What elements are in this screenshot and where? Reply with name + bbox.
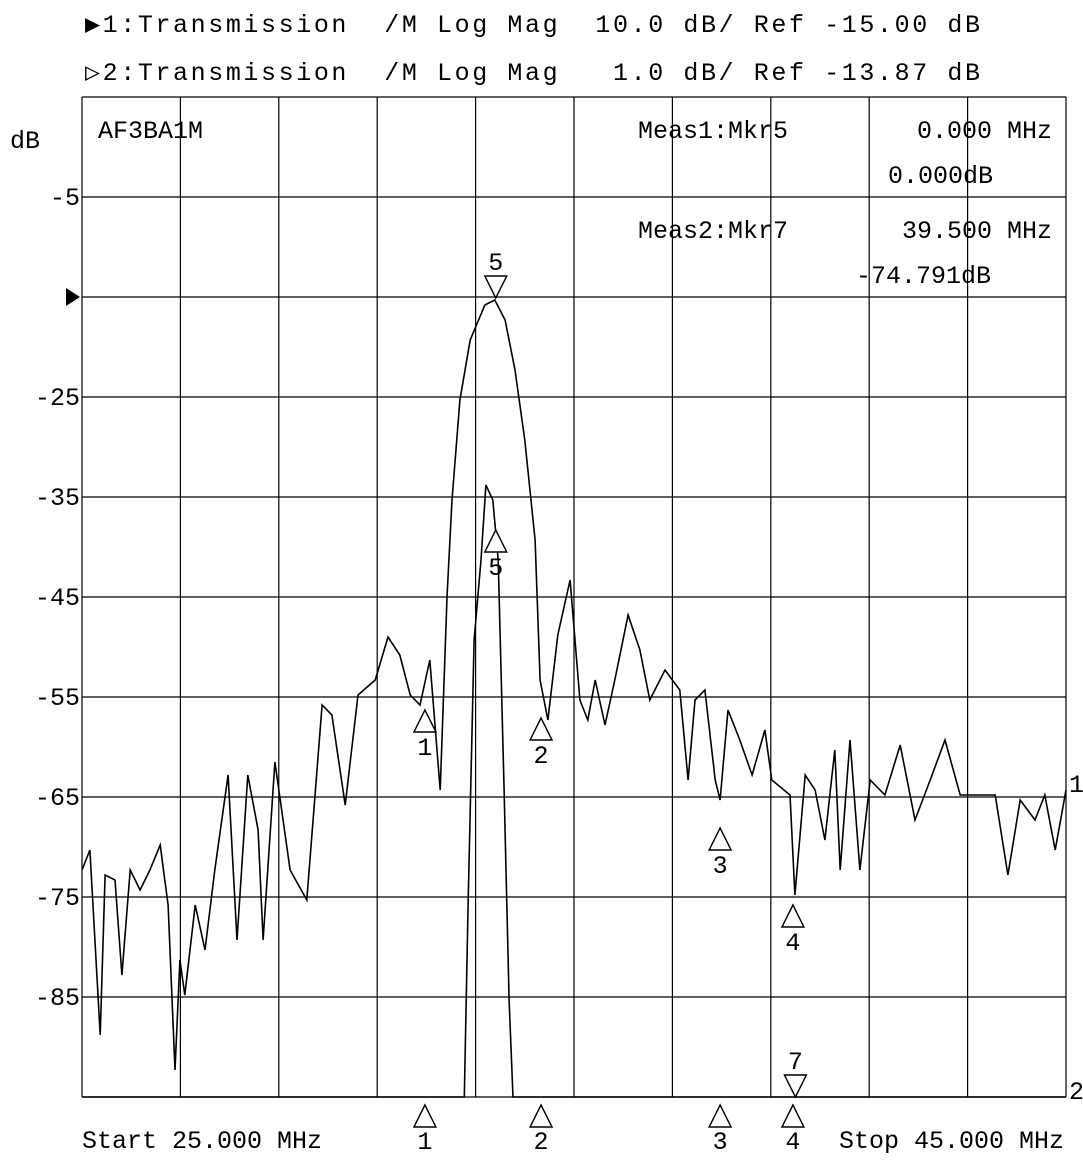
trace-header: ▷2:Transmission /M Log Mag 1.0 dB/ Ref -…	[85, 59, 980, 88]
y-tick-label: -45	[35, 584, 80, 613]
marker-label: 4	[785, 929, 800, 958]
stimulus-marker-label: 4	[785, 1128, 800, 1157]
y-tick-label: -5	[50, 184, 80, 213]
trace	[82, 484, 1066, 1098]
marker-label: 5	[488, 249, 503, 278]
trace-title: AF3BA1M	[98, 117, 203, 146]
stimulus-marker-label: 2	[534, 1128, 549, 1157]
trace-end-label: 2	[1069, 1078, 1083, 1107]
marker	[528, 716, 554, 741]
marker	[707, 826, 733, 851]
stimulus-marker-label: 1	[417, 1128, 432, 1157]
y-tick-label: -55	[35, 684, 80, 713]
meas2-freq: 39.500 MHz	[902, 217, 1052, 246]
y-tick-label: -85	[35, 984, 80, 1013]
meas1-value: 0.000dB	[888, 162, 993, 191]
meas1: Meas1:Mkr5	[638, 117, 788, 146]
y-tick-label: -75	[35, 884, 80, 913]
meas2-value: -74.791dB	[856, 262, 991, 291]
stimulus-marker	[528, 1103, 554, 1128]
stimulus-marker	[780, 1103, 806, 1128]
stop-label: Stop 45.000 MHz	[839, 1127, 1064, 1156]
marker	[780, 903, 806, 928]
stimulus-marker	[412, 1103, 438, 1128]
marker-label: 2	[534, 742, 549, 771]
start-label: Start 25.000 MHz	[82, 1127, 322, 1156]
stimulus-marker	[707, 1103, 733, 1128]
y-tick-label: -65	[35, 784, 80, 813]
y-axis-label: dB	[10, 127, 40, 156]
marker	[483, 528, 508, 553]
marker-label: 3	[713, 852, 728, 881]
marker	[783, 1074, 808, 1099]
meas2: Meas2:Mkr7	[638, 217, 788, 246]
marker-label: 1	[417, 734, 432, 763]
y-tick-label: -25	[35, 384, 80, 413]
marker-label: 5	[488, 554, 503, 583]
trace-header: ▶1:Transmission /M Log Mag 10.0 dB/ Ref …	[85, 11, 980, 40]
y-tick-label: -35	[35, 484, 80, 513]
marker-label: 7	[788, 1048, 803, 1077]
trace-end-label: 1	[1069, 771, 1083, 800]
reference-marker	[66, 288, 80, 306]
trace	[81, 298, 1067, 1071]
marker	[412, 708, 438, 733]
meas1-freq: 0.000 MHz	[917, 117, 1052, 146]
stimulus-marker-label: 3	[713, 1128, 728, 1157]
marker	[483, 275, 508, 300]
